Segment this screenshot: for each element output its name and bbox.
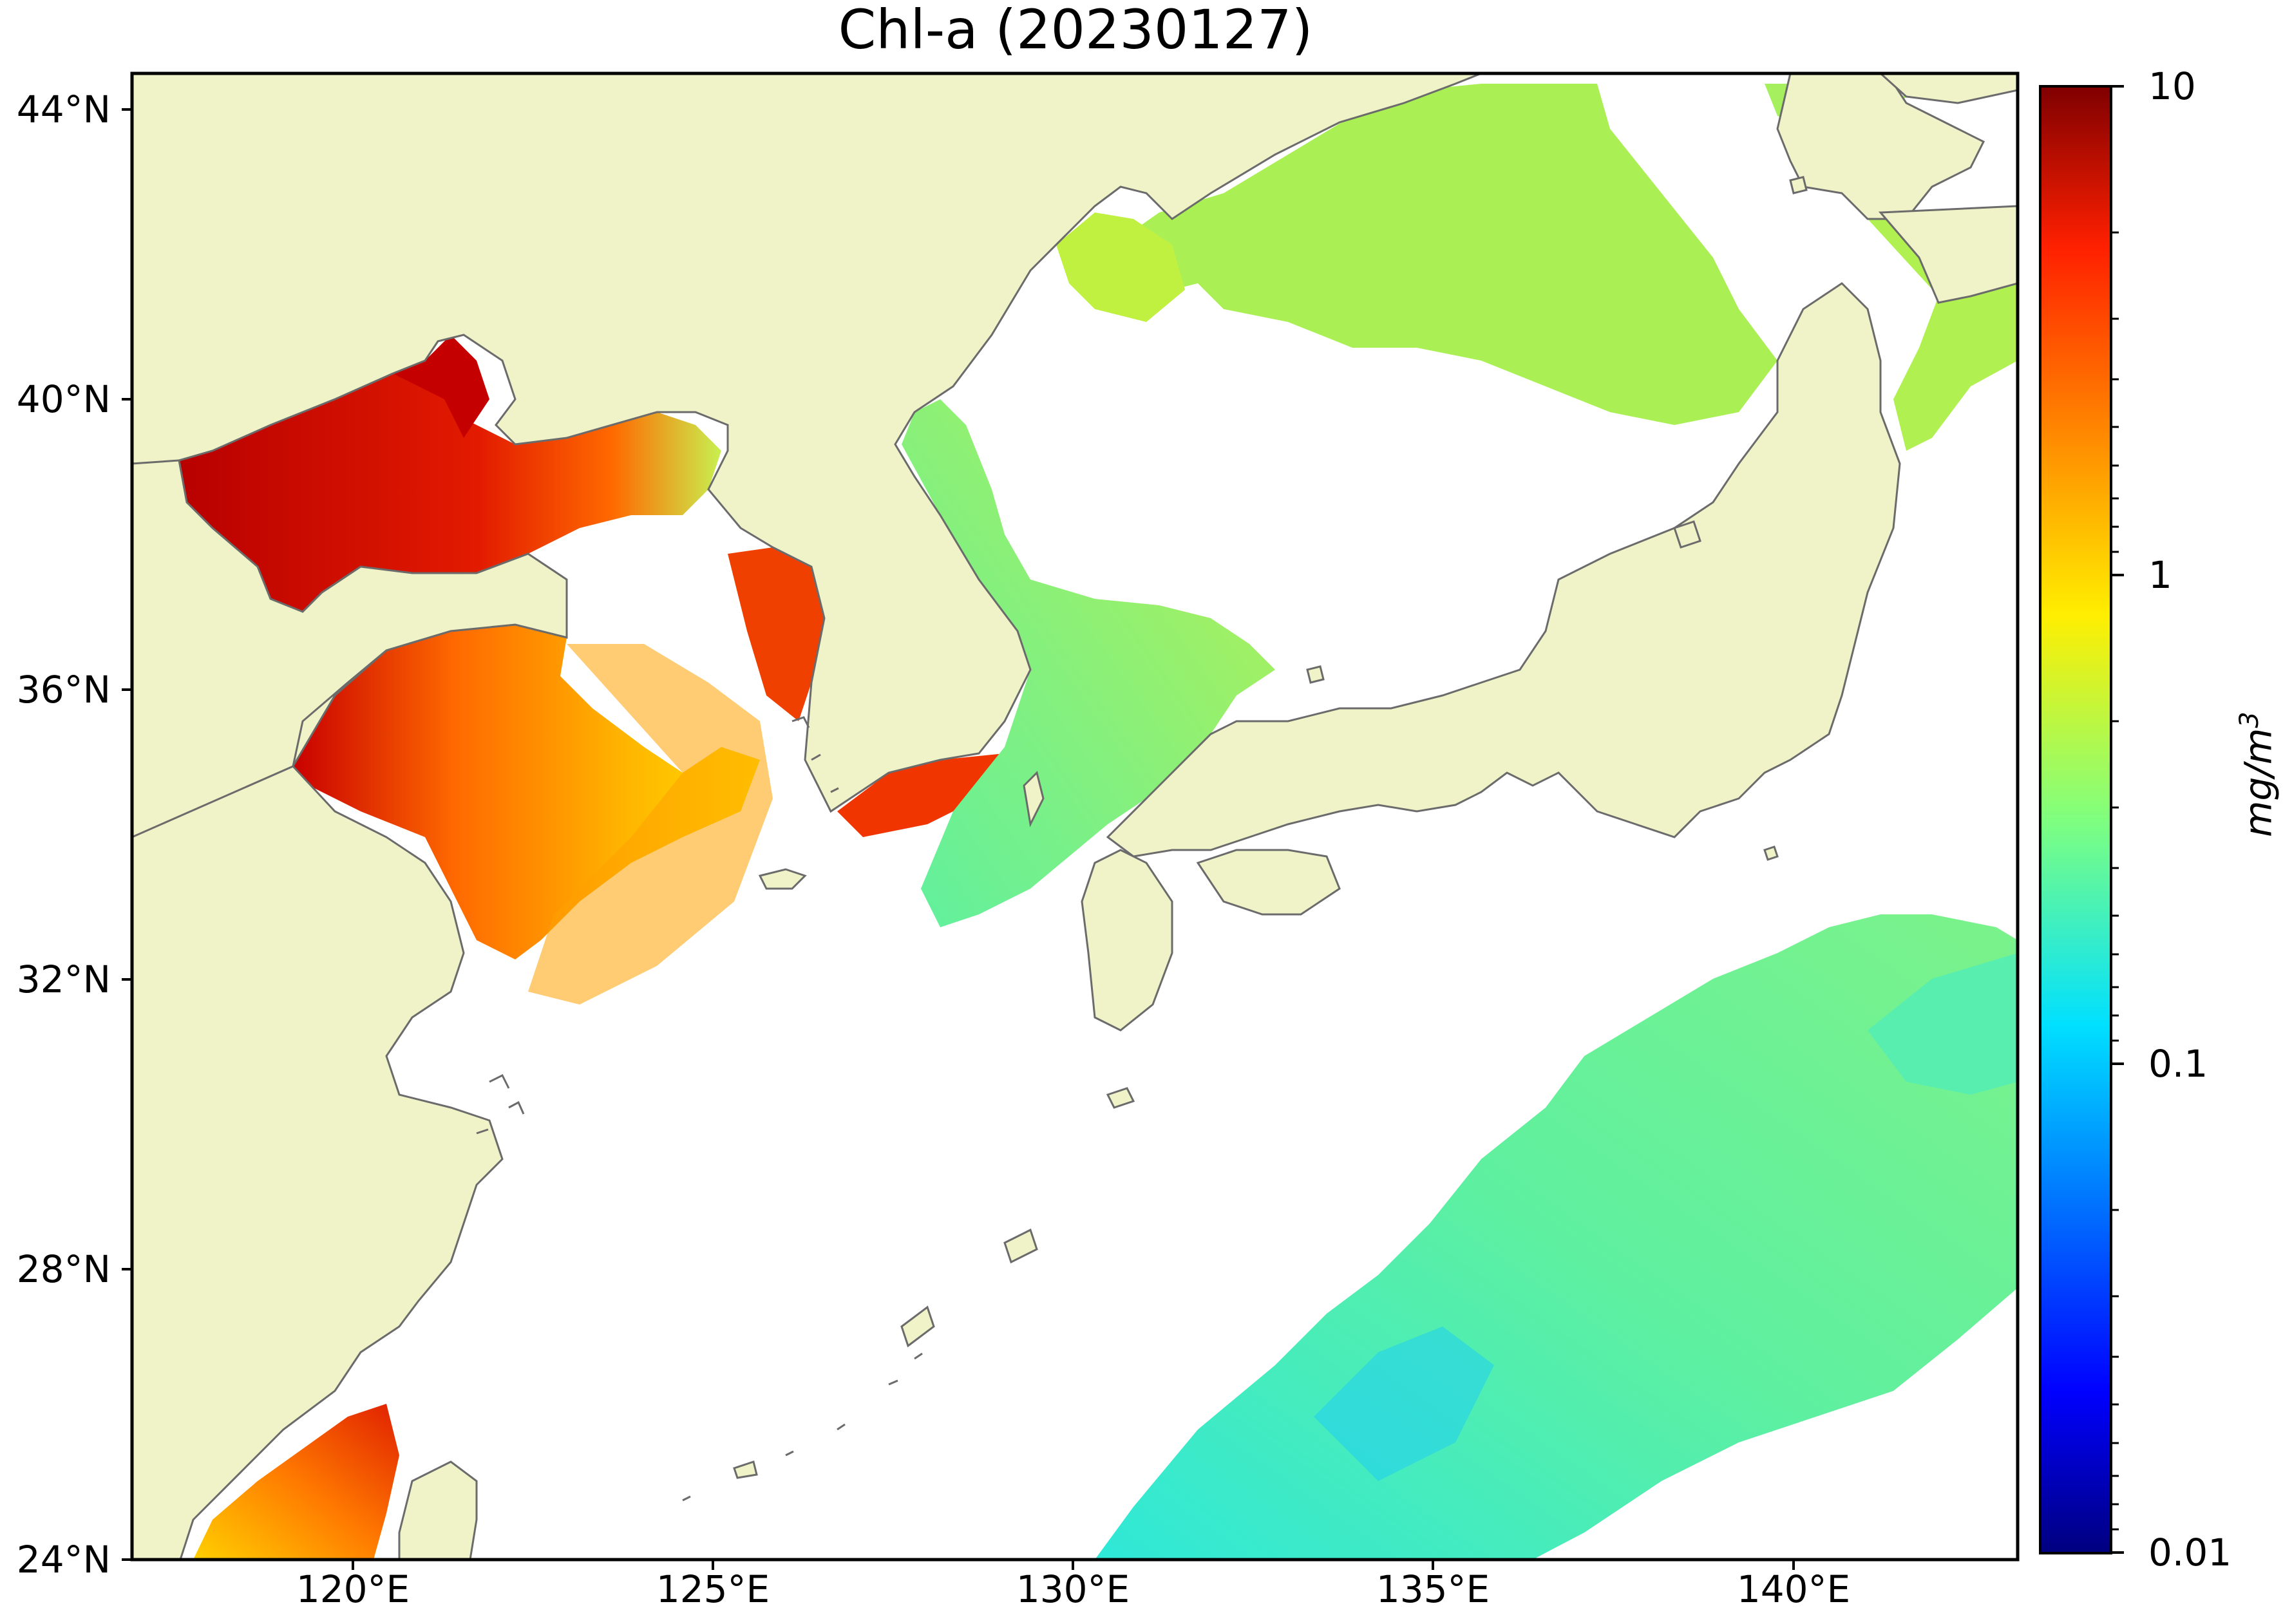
unit-exponent: 3: [2235, 712, 2264, 728]
colorbar-label-1: 1: [2148, 553, 2172, 597]
colorbar: [2040, 86, 2111, 1553]
jeju: [758, 868, 807, 890]
colorbar-frame: [2039, 85, 2112, 1554]
yakushima: [1106, 1087, 1135, 1109]
asia-mainland: [132, 73, 1482, 1560]
unit-base: mg/m: [2236, 728, 2280, 837]
bohai-sea-chl: [179, 361, 721, 612]
kyushu-honshu-shikoku: [1106, 282, 1901, 858]
izu-islands: [1763, 845, 1779, 861]
japan-sea-northwest-chl: [1056, 212, 1185, 322]
colorbar-major-ticks: [2111, 85, 2124, 1554]
korea-west-coast-chl: [728, 547, 824, 721]
lon-label-135e: 135°E: [1376, 1567, 1490, 1611]
oki: [1306, 665, 1325, 684]
hokkaido: [1776, 73, 1985, 220]
japan-sea-north-chl: [1095, 84, 1777, 425]
lat-ticks: [122, 108, 132, 1561]
taiwan: [398, 1460, 478, 1560]
colorbar-label-10: 10: [2148, 64, 2196, 108]
colorbar-label-0-1: 0.1: [2148, 1042, 2208, 1086]
miyako: [733, 1460, 758, 1479]
korea-south-coast-chl: [837, 753, 1005, 837]
tsushima: [1023, 771, 1045, 827]
sakhalin-south: [1879, 73, 2018, 104]
map-title: Chl-a (20230127): [838, 0, 1313, 61]
lon-label-125e: 125°E: [656, 1567, 770, 1611]
map-frame: [130, 71, 2020, 1562]
lat-label-40n: 40°N: [16, 377, 111, 421]
west-pacific-chl: [1095, 914, 2018, 1560]
lon-label-140e: 140°E: [1736, 1567, 1851, 1611]
ryukyu-chain: [682, 1352, 923, 1502]
okinawa: [900, 1305, 935, 1348]
lat-label-36n: 36°N: [16, 668, 111, 712]
pacific-low-chl-patch: [1314, 1327, 1494, 1481]
japan-sea-chl: [902, 399, 1275, 927]
rishiri: [1789, 176, 1808, 194]
map-area: [132, 73, 2018, 1560]
hokkaido-east: [1878, 205, 2018, 304]
liaodong-bay-chl: [393, 335, 489, 438]
colorbar-label-0-01: 0.01: [2148, 1531, 2232, 1574]
sado: [1673, 520, 1701, 549]
lat-label-28n: 28°N: [16, 1247, 111, 1291]
lat-label-44n: 44°N: [16, 88, 111, 131]
yellow-sea-chl: [293, 625, 760, 959]
zhoushan-islands: [476, 1073, 525, 1135]
land: [132, 73, 2018, 1560]
lat-label-32n: 32°N: [16, 958, 111, 1001]
lat-label-24n: 24°N: [16, 1538, 111, 1582]
lon-label-120e: 120°E: [296, 1567, 410, 1611]
colorbar-minor-ticks: [2111, 231, 2119, 1531]
yellow-sea-scatter-chl: [528, 644, 773, 1005]
amami: [1003, 1228, 1038, 1264]
lon-ticks: [352, 1560, 1795, 1570]
fujian-coast-chl: [193, 1404, 399, 1560]
kyushu: [1081, 849, 1173, 1032]
shikoku: [1196, 849, 1341, 916]
island-outlines: [476, 716, 923, 1502]
colorbar-unit-label: mg/m3: [2235, 712, 2280, 837]
lon-label-130e: 130°E: [1016, 1567, 1130, 1611]
shandong-peninsula: [132, 459, 568, 838]
korea-southwest-islands: [791, 716, 839, 793]
west-pacific-east-patch-chl: [1868, 953, 2018, 1095]
